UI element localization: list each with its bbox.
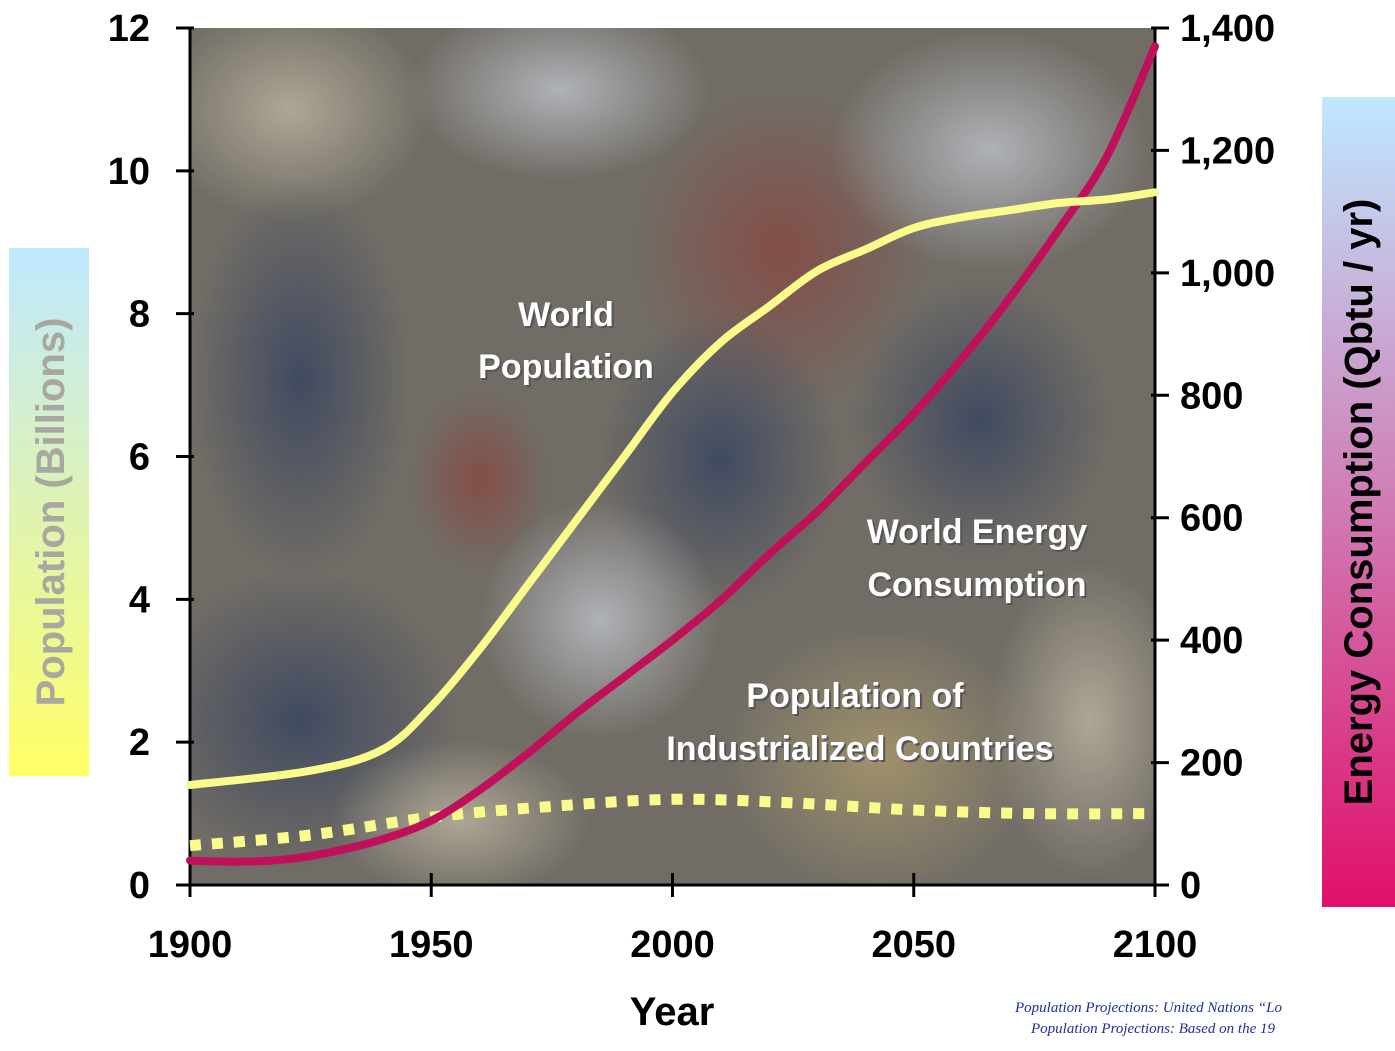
svg-text:World: World	[518, 296, 614, 334]
right-tick-label: 800	[1180, 375, 1243, 417]
left-tick-label: 4	[129, 579, 150, 621]
right-tick-label: 200	[1180, 743, 1243, 785]
left-tick-label: 10	[108, 151, 150, 193]
series-world-energy-line	[186, 42, 1159, 866]
left-axis-title: Population (Billions)	[29, 318, 73, 707]
left-axis-title-box	[9, 248, 89, 776]
annotation-world-population: World World Population Population	[478, 296, 656, 388]
crowd-photo-background	[190, 28, 1155, 885]
right-tick-label: 1,200	[1180, 130, 1275, 172]
source-note-1: Population Projections: United Nations “…	[1015, 1000, 1282, 1016]
tick-labels: 1900 1950 2000 2050 2100 0 2 4 6 8 10 12 0 200 400 600 8…	[108, 8, 1275, 966]
right-tick-label: 400	[1180, 620, 1243, 662]
right-tick-label: 1,400	[1180, 8, 1275, 50]
svg-text:Population: Population	[480, 350, 656, 388]
x-tick-label: 2050	[871, 924, 956, 966]
source-note-2: Population Projections: Based on the 19	[1031, 1021, 1275, 1037]
left-tick-label: 6	[129, 437, 150, 479]
svg-text:World Energy: World Energy	[869, 515, 1089, 553]
x-tick-label: 1950	[389, 924, 474, 966]
left-tick-label: 0	[129, 865, 150, 907]
x-tick-label: 1900	[148, 924, 233, 966]
svg-text:Industrialized Countries: Industrialized Countries	[666, 730, 1053, 768]
axes	[176, 26, 1169, 897]
right-tick-label: 600	[1180, 498, 1243, 540]
left-tick-label: 8	[129, 294, 150, 336]
x-tick-label: 2100	[1113, 924, 1198, 966]
svg-text:Industrialized Countries: Industrialized Countries	[668, 732, 1055, 770]
svg-text:World Energy: World Energy	[867, 513, 1087, 551]
svg-text:Population of: Population of	[748, 679, 966, 717]
x-axis-title: Year	[630, 990, 715, 1034]
svg-text:Consumption: Consumption	[869, 568, 1088, 606]
annotation-industrialized-population: Population of Population of Industrializ…	[666, 677, 1055, 770]
x-tick-label: 2000	[630, 924, 715, 966]
left-tick-label: 12	[108, 8, 150, 50]
right-tick-label: 0	[1180, 865, 1201, 907]
svg-text:World: World	[520, 298, 616, 336]
svg-text:Population: Population	[478, 348, 654, 386]
right-axis-title-box	[1322, 97, 1395, 907]
svg-text:Population of: Population of	[746, 677, 964, 715]
right-tick-label: 1,000	[1180, 253, 1275, 295]
svg-text:Consumption: Consumption	[867, 566, 1086, 604]
series-world-population-line	[186, 188, 1159, 789]
annotation-world-energy-consumption: World Energy World Energy Consumption Co…	[867, 513, 1089, 606]
right-axis-title: Energy Consumption (Qbtu / yr)	[1337, 199, 1381, 806]
left-tick-label: 2	[129, 722, 150, 764]
series-layer	[186, 42, 1159, 866]
